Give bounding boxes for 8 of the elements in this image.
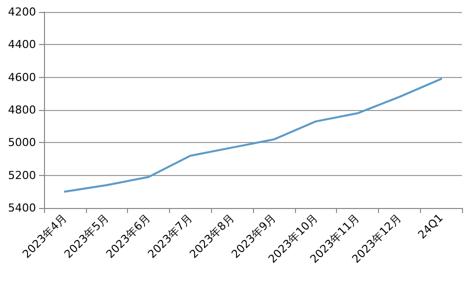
- y-tick-label: 4400: [8, 38, 36, 52]
- y-tick-label: 5000: [8, 136, 36, 150]
- y-tick-label: 5400: [8, 202, 36, 214]
- y-tick-label: 4800: [8, 104, 36, 116]
- y-tick-label: 5200: [8, 168, 36, 182]
- y-tick-label: 4600: [8, 70, 36, 84]
- line-series: [64, 78, 442, 193]
- y-tick-label: 4200: [8, 6, 36, 18]
